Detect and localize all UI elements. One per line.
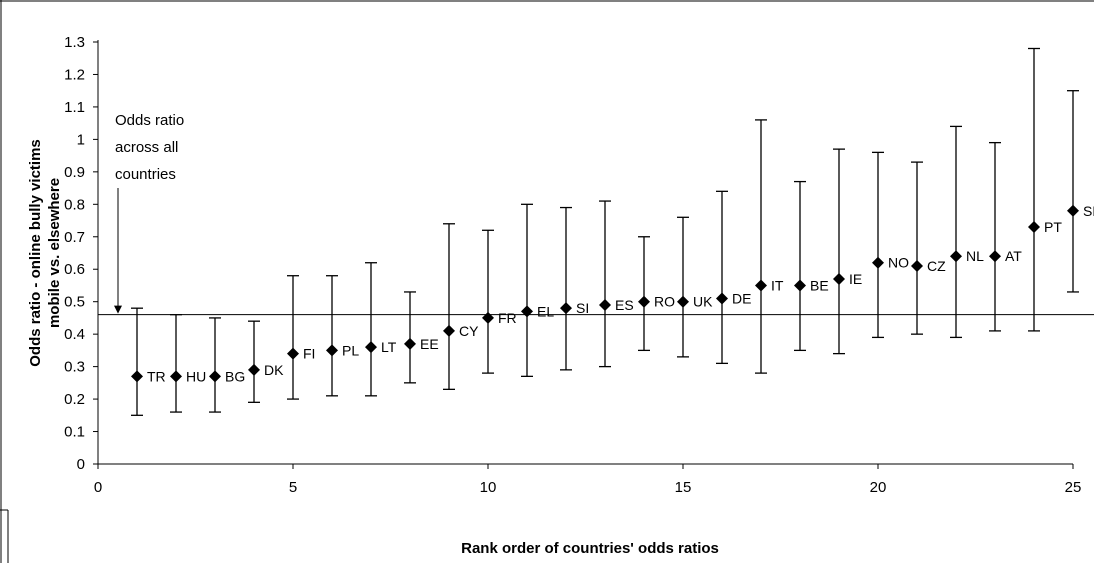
point-marker-NO — [872, 256, 884, 269]
point-marker-EL — [521, 305, 533, 318]
point-marker-LT — [365, 341, 377, 354]
point-label-NL: NL — [966, 248, 984, 264]
annotation-line-3: countries — [115, 166, 176, 183]
y-axis-title-line-2: mobile vs. elsewhere — [46, 178, 63, 328]
y-tick-label: 0.5 — [64, 294, 85, 311]
x-tick-label: 5 — [289, 479, 297, 496]
annotation-arrow-head — [114, 305, 122, 314]
x-tick-label: 25 — [1065, 479, 1082, 496]
point-marker-IT — [755, 279, 767, 292]
point-marker-IE — [833, 272, 845, 285]
points-layer: TR HU BG DK FI PL LT EE CY FR EL SI ES RO UK DE IT BE IE NO… — [131, 47, 1094, 416]
point-marker-SE — [1067, 204, 1079, 217]
point-label-LT: LT — [381, 339, 397, 355]
point-label-IE: IE — [849, 271, 862, 287]
point-marker-FR — [482, 311, 494, 324]
point-marker-NL — [950, 250, 962, 263]
point-marker-UK — [677, 295, 689, 308]
y-tick-label: 1.2 — [64, 66, 85, 83]
y-tick-label: 0.2 — [64, 391, 85, 408]
y-tick-label: 0.1 — [64, 424, 85, 441]
point-marker-CY — [443, 324, 455, 337]
point-marker-HU — [170, 370, 182, 383]
point-label-FI: FI — [303, 346, 315, 362]
y-tick-label: 0 — [77, 456, 85, 473]
point-marker-EE — [404, 337, 416, 350]
annotation-line-1: Odds ratio — [115, 112, 184, 129]
y-tick-label: 0.3 — [64, 359, 85, 376]
point-marker-DK — [248, 363, 260, 376]
point-label-RO: RO — [654, 294, 675, 310]
annotation-layer: Odds ratio across all countries — [114, 112, 184, 314]
axes-layer: 0 0.1 0.2 0.3 0.4 0.5 0.6 0.7 0.8 0.9 1 1.1 1.2 1.3 0 5… — [64, 34, 1081, 496]
point-label-SE: SE — [1083, 203, 1094, 219]
point-label-ES: ES — [615, 297, 634, 313]
y-tick-label: 0.6 — [64, 261, 85, 278]
x-tick-label: 10 — [480, 479, 497, 496]
point-label-BE: BE — [810, 277, 829, 293]
point-marker-AT — [989, 250, 1001, 263]
y-tick-label: 1.1 — [64, 99, 85, 116]
x-axis-title: Rank order of countries' odds ratios — [461, 540, 719, 557]
annotation-line-2: across all — [115, 139, 178, 156]
point-label-IT: IT — [771, 277, 784, 293]
point-label-CY: CY — [459, 323, 479, 339]
point-marker-FI — [287, 347, 299, 360]
y-tick-label: 0.8 — [64, 196, 85, 213]
y-tick-label: 0.7 — [64, 229, 85, 246]
point-label-EL: EL — [537, 303, 554, 319]
point-marker-SI — [560, 302, 572, 315]
point-marker-DE — [716, 292, 728, 305]
point-label-SI: SI — [576, 300, 589, 316]
point-marker-TR — [131, 370, 143, 383]
point-label-TR: TR — [147, 368, 166, 384]
point-marker-PT — [1028, 221, 1040, 234]
y-tick-label: 0.4 — [64, 326, 85, 343]
point-marker-ES — [599, 298, 611, 311]
point-marker-BG — [209, 370, 221, 383]
point-label-DK: DK — [264, 362, 284, 378]
x-tick-label: 20 — [870, 479, 887, 496]
point-label-CZ: CZ — [927, 258, 946, 274]
point-label-FR: FR — [498, 310, 517, 326]
point-label-BG: BG — [225, 368, 245, 384]
point-label-DE: DE — [732, 290, 751, 306]
point-label-NO: NO — [888, 255, 909, 271]
point-label-AT: AT — [1005, 248, 1022, 264]
x-tick-label: 15 — [675, 479, 692, 496]
x-tick-label: 0 — [94, 479, 102, 496]
point-marker-PL — [326, 344, 338, 357]
point-marker-CZ — [911, 259, 923, 272]
point-label-PT: PT — [1044, 219, 1062, 235]
y-tick-label: 1 — [77, 131, 85, 148]
point-label-EE: EE — [420, 336, 439, 352]
point-marker-RO — [638, 295, 650, 308]
point-label-PL: PL — [342, 342, 359, 358]
point-marker-BE — [794, 279, 806, 292]
point-label-HU: HU — [186, 368, 206, 384]
y-axis-title-line-1: Odds ratio - online bully victims — [27, 139, 44, 367]
y-tick-label: 1.3 — [64, 34, 85, 51]
y-tick-label: 0.9 — [64, 164, 85, 181]
point-label-UK: UK — [693, 294, 713, 310]
